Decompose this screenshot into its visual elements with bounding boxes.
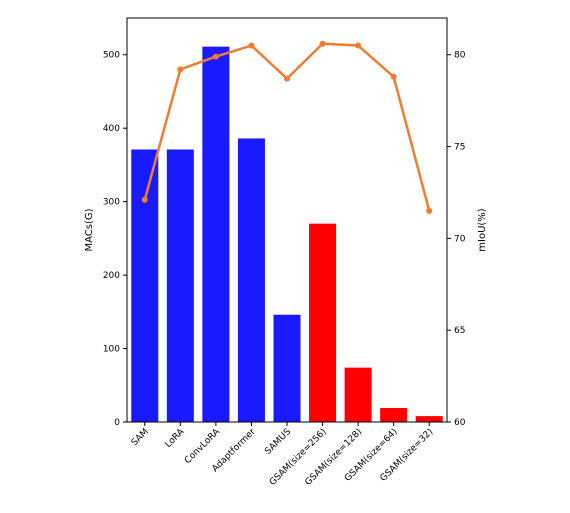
- right-tick-label-65: 65: [454, 326, 465, 336]
- miou-point-6: [355, 42, 362, 49]
- bar-0: [131, 149, 159, 422]
- right-axis: 60 65 70 75 80: [447, 51, 466, 428]
- right-tick-label-70: 70: [454, 234, 466, 244]
- bar-3: [237, 138, 265, 422]
- left-axis: 0 100 200 300 400 500: [103, 51, 127, 428]
- y-axis-label-left: MACs(G): [84, 208, 95, 251]
- miou-point-7: [390, 73, 397, 80]
- miou-point-5: [319, 40, 326, 47]
- left-tick-label-0: 0: [114, 418, 120, 428]
- bar-4: [273, 314, 301, 422]
- bar-5: [309, 223, 337, 422]
- bar-2: [202, 46, 230, 422]
- miou-point-4: [284, 75, 290, 82]
- miou-point-0: [141, 196, 148, 203]
- miou-point-1: [177, 66, 184, 73]
- y-axis-label-right: mIoU(%): [477, 208, 488, 252]
- right-tick-label-80: 80: [454, 51, 466, 61]
- left-tick-label-400: 400: [103, 124, 120, 134]
- bar-8: [415, 416, 443, 422]
- bar-7: [380, 408, 408, 422]
- left-tick-label-500: 500: [103, 51, 120, 61]
- x-tick-label-1: LoRA: [164, 426, 188, 450]
- right-tick-label-75: 75: [454, 143, 465, 153]
- bar-6: [344, 367, 372, 422]
- left-tick-label-200: 200: [103, 271, 120, 281]
- miou-point-8: [426, 207, 433, 214]
- bar-1: [166, 149, 194, 422]
- x-tick-label-0: SAM: [130, 427, 151, 448]
- left-tick-label-100: 100: [103, 345, 120, 355]
- x-tick-label-4: SAMUS: [263, 427, 293, 457]
- left-tick-label-300: 300: [103, 198, 120, 208]
- bars-layer: [131, 46, 443, 422]
- miou-point-3: [248, 42, 255, 49]
- line-layer: [141, 40, 433, 214]
- right-tick-label-60: 60: [454, 418, 466, 428]
- miou-point-2: [212, 53, 219, 60]
